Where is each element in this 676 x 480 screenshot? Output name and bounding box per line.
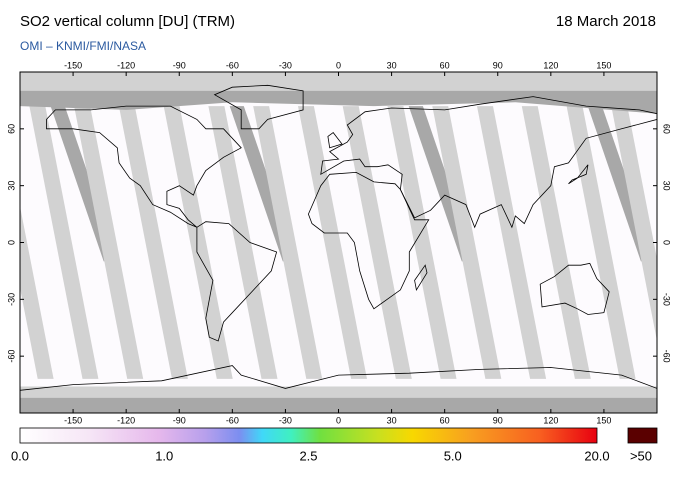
lon-label-bottom: 60 bbox=[440, 415, 450, 425]
date: 18 March 2018 bbox=[556, 13, 656, 30]
coastline bbox=[539, 262, 610, 315]
lon-label-top: 90 bbox=[493, 60, 503, 70]
lon-label-top: 30 bbox=[387, 60, 397, 70]
lon-label-bottom: -120 bbox=[117, 415, 135, 425]
colorbar-label: 1.0 bbox=[155, 448, 173, 463]
colorbar-label: 0.0 bbox=[11, 448, 29, 463]
orbit-gap bbox=[208, 106, 278, 379]
lat-label-right: -30 bbox=[662, 293, 672, 306]
coastline bbox=[327, 132, 343, 149]
orbit-gap bbox=[20, 206, 54, 379]
coastline bbox=[46, 105, 242, 228]
orbit-gap bbox=[163, 106, 233, 379]
title: SO2 vertical column [DU] (TRM) bbox=[20, 13, 235, 30]
lat-label-left: -60 bbox=[6, 350, 16, 363]
orbit-gap bbox=[298, 106, 367, 379]
orbit-gap bbox=[432, 106, 502, 379]
colorbar-overflow-label: >50 bbox=[630, 448, 652, 463]
coastline bbox=[320, 96, 657, 229]
lon-label-bottom: 150 bbox=[596, 415, 611, 425]
lon-label-top: -150 bbox=[64, 60, 82, 70]
lat-label-left: 0 bbox=[6, 240, 16, 245]
coastline bbox=[213, 84, 304, 130]
colorbar-overflow bbox=[627, 427, 658, 444]
orbit-gap bbox=[74, 106, 144, 379]
source: OMI – KNMI/FMI/NASA bbox=[20, 39, 146, 53]
lon-label-top: -90 bbox=[173, 60, 186, 70]
orbit-gap bbox=[118, 106, 188, 379]
polar-north-light bbox=[20, 72, 657, 91]
orbit-gap bbox=[253, 106, 323, 379]
lon-label-bottom: 0 bbox=[336, 415, 341, 425]
colorbar-label: 20.0 bbox=[584, 448, 609, 463]
lon-label-bottom: 30 bbox=[387, 415, 397, 425]
orbit-gap bbox=[387, 106, 457, 379]
orbit-gap bbox=[566, 106, 636, 379]
colorbar-label: 5.0 bbox=[444, 448, 462, 463]
coastline bbox=[196, 221, 278, 342]
coastline bbox=[20, 365, 657, 391]
lon-label-top: 60 bbox=[440, 60, 450, 70]
lon-label-bottom: -150 bbox=[64, 415, 82, 425]
lon-label-bottom: -30 bbox=[279, 415, 292, 425]
orbit-gap bbox=[477, 106, 547, 379]
coastline bbox=[568, 164, 589, 185]
lon-label-top: -120 bbox=[117, 60, 135, 70]
orbit-gap bbox=[521, 106, 591, 379]
lon-label-bottom: 90 bbox=[493, 415, 503, 425]
lon-label-bottom: -60 bbox=[226, 415, 239, 425]
map bbox=[20, 72, 657, 413]
lon-label-top: -60 bbox=[226, 60, 239, 70]
lat-label-right: 30 bbox=[662, 181, 672, 191]
lon-label-bottom: -90 bbox=[173, 415, 186, 425]
lon-label-top: 150 bbox=[596, 60, 611, 70]
lat-label-left: 60 bbox=[6, 124, 16, 134]
coastline bbox=[414, 264, 428, 291]
lon-label-top: 120 bbox=[543, 60, 558, 70]
lat-label-right: 0 bbox=[662, 240, 672, 245]
lat-label-left: -30 bbox=[6, 293, 16, 306]
lat-label-right: 60 bbox=[662, 124, 672, 134]
lon-label-bottom: 120 bbox=[543, 415, 558, 425]
lon-label-top: 0 bbox=[336, 60, 341, 70]
orbit-gap bbox=[29, 106, 99, 379]
lon-label-top: -30 bbox=[279, 60, 292, 70]
orbit-gap bbox=[611, 106, 657, 341]
coastline bbox=[307, 171, 430, 310]
lat-label-right: -60 bbox=[662, 350, 672, 363]
colorbar-label: 2.5 bbox=[299, 448, 317, 463]
lat-label-left: 30 bbox=[6, 181, 16, 191]
colorbar bbox=[19, 427, 598, 444]
